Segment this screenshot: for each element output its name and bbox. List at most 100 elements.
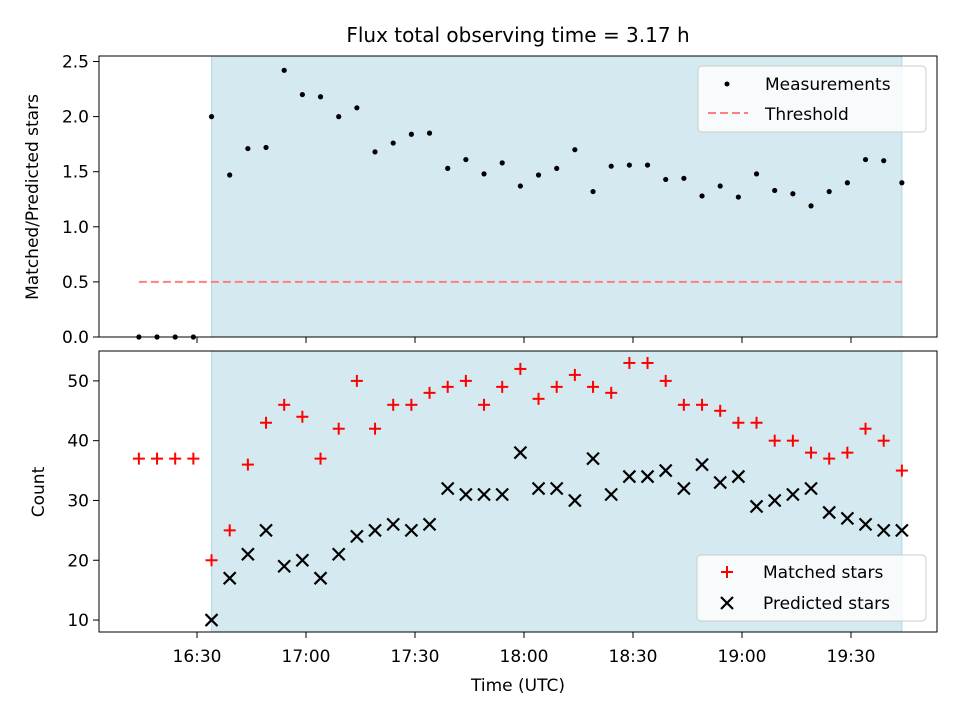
- matched-point: [369, 422, 382, 435]
- predicted-point: [477, 487, 491, 502]
- matched-points: [132, 356, 908, 567]
- predicted-point: [422, 517, 437, 532]
- matched-point: [332, 422, 345, 435]
- predicted-point: [495, 487, 509, 502]
- predicted-point: [822, 505, 836, 520]
- measurement-point: [699, 193, 705, 199]
- top-panel: 0.0 0.5 1.0 1.5 2.0 2.5 Matched/Predicted sta…: [23, 53, 938, 348]
- y-tick-label: 20: [67, 551, 89, 571]
- legend-predicted-marker: [720, 596, 734, 610]
- predicted-point: [895, 523, 909, 538]
- legend-matched-marker: [721, 566, 733, 578]
- matched-point: [205, 554, 218, 567]
- measurement-point: [608, 163, 614, 169]
- legend-threshold-label: Threshold: [764, 105, 849, 125]
- predicted-point: [313, 571, 328, 585]
- matched-point: [314, 452, 327, 465]
- predicted-point: [459, 487, 473, 502]
- y-tick-label: 40: [67, 432, 89, 452]
- matched-point: [459, 374, 472, 387]
- measurement-point: [899, 180, 905, 186]
- predicted-point: [440, 481, 455, 496]
- matched-point: [587, 380, 600, 393]
- measurement-point: [735, 194, 741, 200]
- y-tick-label: 2.5: [62, 53, 89, 73]
- matched-point: [169, 452, 182, 465]
- y-tick-label: 0.5: [62, 273, 89, 293]
- top-legend: Measurements Threshold: [697, 65, 927, 133]
- matched-point: [732, 416, 745, 429]
- predicted-point: [749, 499, 764, 514]
- measurement-point: [299, 91, 305, 98]
- legend-predicted-label: Predicted stars: [763, 594, 890, 614]
- matched-point: [514, 362, 527, 375]
- y-tick-label: 1.0: [62, 218, 89, 238]
- matched-point: [478, 398, 491, 411]
- measurement-point: [463, 156, 469, 163]
- matched-point: [441, 380, 454, 393]
- measurement-point: [644, 162, 651, 168]
- top-x-ticks: [196, 337, 852, 343]
- predicted-point: [786, 487, 800, 502]
- y-tick-label: 0.0: [62, 328, 89, 348]
- predicted-point: [568, 493, 582, 508]
- matched-point: [859, 422, 872, 435]
- measurement-point: [281, 67, 287, 73]
- measurement-point: [445, 165, 451, 171]
- matched-point: [350, 374, 363, 387]
- measurement-point: [499, 160, 505, 166]
- measurement-point: [790, 191, 796, 197]
- predicted-point: [404, 523, 419, 538]
- bottom-y-axis: 10 20 30 40 50: [67, 372, 99, 631]
- matched-point: [278, 398, 291, 411]
- matched-point: [659, 374, 672, 387]
- measurement-point: [663, 176, 669, 183]
- predicted-point: [204, 613, 219, 627]
- x-tick-label: 17:30: [391, 647, 440, 667]
- predicted-points: [204, 445, 909, 627]
- matched-point: [223, 524, 236, 537]
- x-tick-label: 18:00: [500, 647, 549, 667]
- measurement-point: [554, 165, 560, 171]
- measurement-point: [881, 158, 887, 164]
- matched-point: [895, 464, 908, 477]
- measurement-point: [753, 171, 760, 177]
- measurement-point: [372, 149, 378, 155]
- measurement-point: [426, 130, 433, 136]
- matched-point: [877, 434, 890, 447]
- measurement-point: [317, 94, 324, 100]
- predicted-point: [804, 481, 818, 496]
- legend-measurements-label: Measurements: [765, 75, 891, 95]
- measurement-point: [844, 180, 850, 186]
- chart-title: Flux total observing time = 3.17 h: [346, 23, 689, 47]
- bottom-panel: 10 20 30 40 50 16:30 17:00 17:30 18:00 18:30 19:0…: [29, 350, 938, 696]
- measurement-point: [572, 147, 578, 153]
- x-tick-label: 19:00: [718, 647, 767, 667]
- predicted-point: [640, 469, 655, 484]
- predicted-point: [241, 547, 255, 562]
- matched-point: [132, 452, 145, 465]
- y-tick-label: 30: [67, 491, 89, 511]
- predicted-point: [350, 529, 364, 544]
- top-y-label: Matched/Predicted stars: [23, 94, 43, 300]
- predicted-point: [586, 451, 600, 466]
- predicted-point: [713, 475, 727, 490]
- matched-point: [568, 368, 581, 381]
- measurement-point: [717, 183, 723, 189]
- measurement-point: [681, 175, 687, 181]
- predicted-point: [531, 481, 546, 496]
- matched-point: [841, 446, 854, 459]
- matched-point: [532, 392, 545, 405]
- matched-point: [496, 380, 509, 393]
- measurement-point: [408, 131, 414, 137]
- y-tick-label: 50: [67, 372, 89, 392]
- measurement-point: [626, 162, 632, 168]
- top-axes-frame: [98, 55, 938, 338]
- measurement-point: [245, 145, 251, 152]
- predicted-point: [858, 517, 873, 532]
- matched-point: [805, 446, 818, 459]
- measurement-point: [336, 114, 342, 120]
- bottom-y-label: Count: [29, 466, 49, 517]
- measurement-point: [263, 144, 269, 151]
